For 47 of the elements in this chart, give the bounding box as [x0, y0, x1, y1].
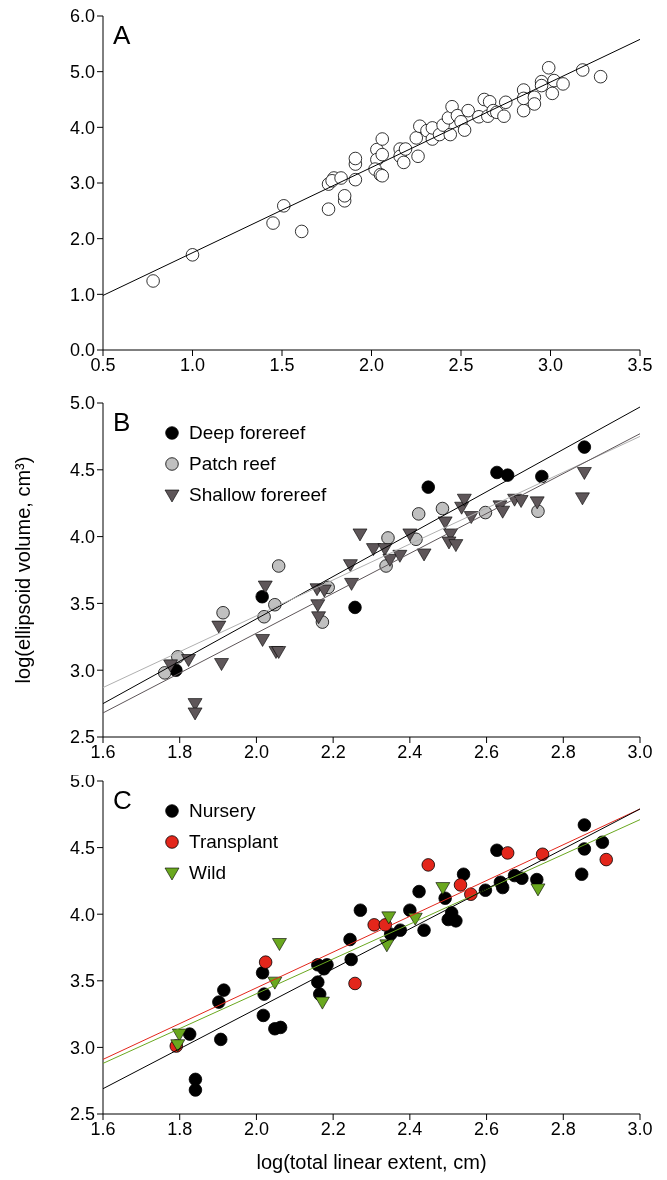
- y-tick-label: 1.0: [69, 284, 95, 305]
- x-tick-label: 2.0: [243, 741, 269, 762]
- y-tick-label: 5.0: [69, 771, 95, 792]
- x-tick-label: 3.0: [627, 1118, 653, 1139]
- y-tick-label: 5.0: [69, 393, 95, 414]
- x-tick-label: 2.0: [358, 354, 385, 375]
- x-tick-label: 2.0: [243, 1118, 269, 1139]
- x-tick-label: 3.0: [537, 354, 564, 375]
- x-tick-label: 3.0: [627, 741, 653, 762]
- x-tick-label: 1.8: [167, 741, 193, 762]
- x-tick-label: 2.6: [474, 741, 500, 762]
- y-tick-label: 3.0: [69, 1037, 95, 1058]
- legend-label: Transplant: [189, 830, 279, 853]
- y-tick-label: 3.0: [69, 660, 95, 681]
- legend-label: Wild: [189, 861, 226, 884]
- x-axis-title: log(total linear extent, cm): [256, 1151, 487, 1173]
- x-tick-label: 2.2: [320, 1118, 346, 1139]
- y-tick-label: 4.0: [69, 904, 95, 925]
- x-tick-label: 2.8: [550, 741, 576, 762]
- legend-label: Patch reef: [189, 452, 276, 475]
- x-tick-label: 2.8: [550, 1118, 576, 1139]
- chart-title: A: [113, 20, 131, 51]
- x-tick-label: 1.8: [167, 1118, 193, 1139]
- x-tick-label: 1.5: [269, 354, 295, 375]
- x-tick-label: 1.0: [179, 354, 206, 375]
- x-tick-label: 2.4: [397, 1118, 423, 1139]
- y-tick-label: 4.0: [69, 526, 95, 547]
- y-tick-label: 4.5: [69, 460, 95, 481]
- y-tick-label: 6.0: [69, 6, 95, 27]
- legend-label: Deep forereef: [189, 421, 306, 444]
- x-tick-label: 2.5: [448, 354, 474, 375]
- chart-title: C: [113, 785, 132, 816]
- x-tick-label: 3.5: [627, 354, 653, 375]
- y-tick-label: 3.5: [69, 593, 95, 614]
- y-tick-label: 3.0: [69, 173, 95, 194]
- x-tick-label: 2.6: [474, 1118, 500, 1139]
- y-tick-label: 3.5: [69, 971, 95, 992]
- y-tick-label: 2.0: [69, 229, 95, 250]
- y-axis-title: log(ellipsoid volume, cm³): [12, 456, 35, 684]
- legend-label: Nursery: [189, 799, 256, 822]
- y-tick-label: 4.5: [69, 837, 95, 858]
- y-tick-label: 5.0: [69, 62, 95, 83]
- x-tick-label: 2.2: [320, 741, 346, 762]
- x-tick-label: 2.4: [397, 741, 423, 762]
- chart-title: B: [113, 407, 131, 438]
- legend-label: Shallow forereef: [189, 483, 327, 506]
- y-tick-label: 4.0: [69, 117, 95, 138]
